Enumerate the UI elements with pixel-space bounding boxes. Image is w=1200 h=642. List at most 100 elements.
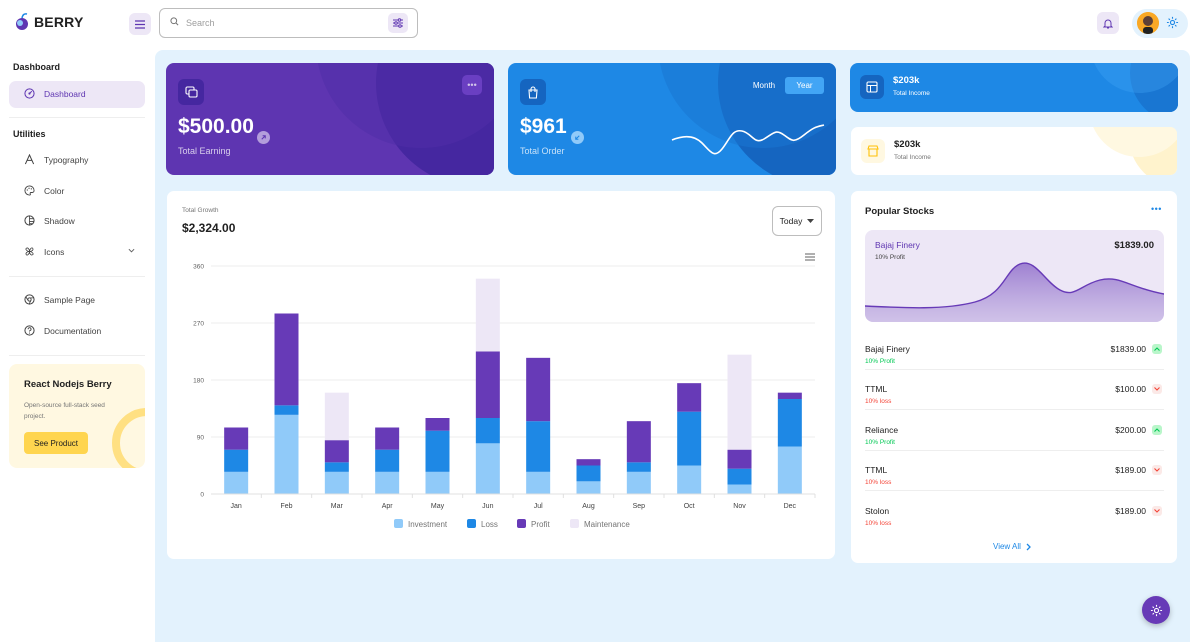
bar-segment-loss (324, 462, 349, 472)
order-toggle-year[interactable]: Year (785, 77, 824, 94)
promo-decoration (112, 408, 145, 468)
see-product-button[interactable]: See Product (24, 432, 88, 454)
bar-segment-profit (677, 383, 702, 412)
bar-segment-profit (626, 421, 651, 463)
legend-swatch (570, 519, 579, 528)
earning-more-button[interactable]: ••• (462, 75, 482, 95)
growth-total: $2,324.00 (182, 221, 236, 235)
bell-icon (1103, 19, 1113, 28)
stock-row[interactable]: Stolon 10% loss $189.00 (865, 499, 1164, 539)
x-tick-label: Jun (482, 503, 493, 510)
income-value: $203k (894, 139, 921, 150)
bar-segment-loss (677, 411, 702, 466)
promo-text: Open-source full-stack seed project. (24, 402, 105, 420)
y-tick-label: 0 (200, 492, 204, 499)
x-tick-label: Jul (534, 503, 543, 510)
search-filter-button[interactable] (388, 13, 408, 33)
stock-feature-card: Bajaj Finery 10% Profit $1839.00 (865, 230, 1164, 322)
stocks-more-button[interactable]: ••• (1151, 204, 1162, 214)
x-tick-label: Jan (231, 503, 242, 510)
bar-segment-loss (526, 421, 551, 472)
income-icon-tile (861, 139, 885, 163)
palette-icon (24, 185, 35, 196)
search-input[interactable] (186, 15, 386, 31)
bar-segment-profit (475, 351, 500, 418)
bar-segment-loss (576, 465, 601, 482)
main-content: ••• $500.00 Total Earning Month Year $96… (155, 50, 1190, 642)
stock-name: Stolon (865, 506, 890, 516)
order-value: $961 (520, 115, 567, 138)
bar-segment-profit (224, 427, 249, 450)
bar-segment-investment (375, 471, 400, 494)
total-income-card-light: $203k Total Income (850, 126, 1178, 176)
stock-row[interactable]: Reliance 10% Profit $200.00 (865, 418, 1164, 458)
bar-segment-investment (425, 471, 450, 494)
bar-segment-loss (475, 418, 500, 444)
bar-segment-loss (425, 430, 450, 472)
bar-segment-investment (526, 471, 551, 494)
order-trend-badge (571, 131, 584, 144)
menu-toggle-button[interactable] (129, 13, 151, 35)
settings-icon (1150, 604, 1162, 616)
x-tick-label: Apr (382, 503, 394, 510)
bar-segment-profit (777, 392, 802, 399)
total-order-card: Month Year $961 Total Order (508, 63, 836, 175)
brand-chrome-icon (24, 294, 35, 305)
sidebar-item-shadow[interactable]: Shadow (9, 208, 145, 235)
sidebar-item-label: Color (44, 186, 65, 196)
earning-value: $500.00 (178, 115, 254, 138)
sidebar-item-dashboard[interactable]: Dashboard (9, 81, 145, 108)
stock-name: TTML (865, 384, 888, 394)
copy-icon (184, 86, 198, 98)
bar-segment-loss (727, 468, 752, 485)
y-tick-label: 270 (193, 321, 204, 328)
growth-period-select[interactable]: Today (772, 206, 822, 236)
chevron-down-icon (128, 248, 135, 253)
stock-row[interactable]: TTML 10% loss $189.00 (865, 458, 1164, 498)
berry-logo-icon (16, 13, 28, 30)
x-tick-label: May (431, 503, 445, 510)
growth-label: Total Growth (182, 207, 219, 214)
stock-trend-badge (1152, 425, 1162, 435)
sidebar-divider (9, 355, 145, 356)
arrow-up-right-icon (261, 135, 266, 140)
total-earning-card: ••• $500.00 Total Earning (166, 63, 494, 175)
order-toggle-month[interactable]: Month (752, 81, 776, 90)
earning-label: Total Earning (178, 146, 231, 156)
legend-label: Investment (408, 520, 448, 529)
stock-row[interactable]: Bajaj Finery 10% Profit $1839.00 (865, 337, 1164, 377)
customize-fab-button[interactable] (1142, 596, 1170, 624)
bar-segment-profit (324, 440, 349, 463)
stock-name: TTML (865, 465, 888, 475)
growth-bar-chart: 0 90 180 270 360 Jan Feb Mar Apr May Jun Jul Aug Sep O… (193, 264, 816, 529)
user-avatar-icon (1137, 12, 1159, 34)
bar-segment-investment (727, 484, 752, 494)
stock-divider (865, 409, 1164, 410)
y-tick-label: 180 (193, 378, 204, 385)
sidebar-item-sample-page[interactable]: Sample Page (9, 287, 145, 314)
sidebar-item-documentation[interactable]: Documentation (9, 318, 145, 345)
sidebar-item-color[interactable]: Color (9, 178, 145, 205)
stock-price: $189.00 (1115, 506, 1146, 516)
view-all-link[interactable]: View All (993, 542, 1031, 551)
stock-price: $100.00 (1115, 384, 1146, 394)
bar-segment-investment (224, 471, 249, 494)
storefront-icon (867, 145, 879, 157)
dashboard-icon (24, 88, 35, 99)
logo[interactable]: BERRY (14, 12, 84, 32)
sidebar-item-typography[interactable]: Typography (9, 147, 145, 174)
notifications-button[interactable] (1097, 12, 1119, 34)
bar-segment-loss (375, 449, 400, 472)
chart-menu-icon[interactable] (805, 253, 815, 261)
promo-title: React Nodejs Berry (24, 379, 112, 390)
help-icon (24, 325, 35, 336)
bar-segment-investment (324, 471, 349, 494)
stock-change: 10% Profit (865, 439, 895, 446)
stock-row[interactable]: TTML 10% loss $100.00 (865, 377, 1164, 417)
app-name: BERRY (34, 14, 84, 30)
sidebar: Dashboard Dashboard Utilities Typography… (0, 50, 155, 642)
income-label: Total Income (893, 90, 930, 97)
profile-menu-button[interactable] (1132, 9, 1188, 38)
sidebar-item-icons[interactable]: Icons (9, 239, 145, 266)
shopping-bag-icon (528, 85, 538, 99)
